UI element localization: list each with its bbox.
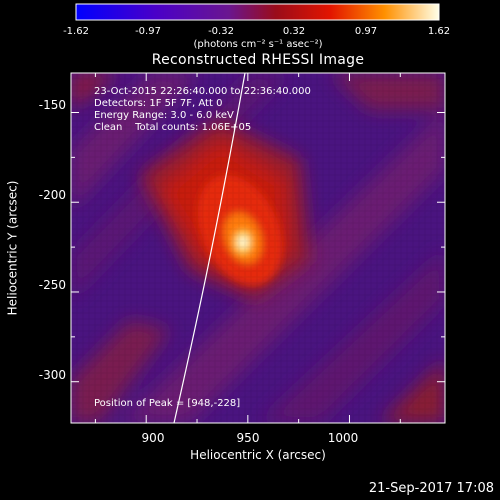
- x-tick-label: 1000: [327, 431, 359, 445]
- y-axis-label: Heliocentric Y (arcsec): [4, 180, 19, 316]
- colorbar-tick-label: 0.32: [282, 26, 306, 37]
- observation-info: 23-Oct-2015 22:26:40.000 to 22:36:40.000…: [94, 86, 311, 134]
- colorbar-units: (photons cm⁻² s⁻¹ asec⁻²): [193, 39, 323, 50]
- info-line: 23-Oct-2015 22:26:40.000 to 22:36:40.000: [94, 86, 311, 97]
- x-tick-label: 950: [236, 431, 260, 445]
- x-axis-label: Heliocentric X (arcsec): [190, 448, 326, 462]
- plot-frame: [70, 72, 446, 424]
- y-tick-label: -200: [38, 188, 66, 202]
- y-tick-label: -300: [38, 368, 66, 382]
- x-tick-label: 900: [141, 431, 165, 445]
- colorbar-tick-label: 0.97: [354, 26, 378, 37]
- heatmap-image: [71, 73, 445, 423]
- y-tick-label: -150: [38, 98, 66, 112]
- plot-timestamp: 21-Sep-2017 17:08: [368, 481, 494, 496]
- colorbar-tick-label: -0.32: [208, 26, 234, 37]
- chart-title: Reconstructed RHESSI Image: [151, 52, 365, 68]
- info-line: Energy Range: 3.0 - 6.0 keV: [94, 110, 234, 121]
- colorbar: [75, 3, 440, 21]
- y-tick-label: -250: [38, 278, 66, 292]
- colorbar-tick-label: -0.97: [135, 26, 161, 37]
- info-line: Clean Total counts: 1.06E+05: [94, 122, 252, 133]
- info-line: Detectors: 1F 5F 7F, Att 0: [94, 98, 223, 109]
- peak-position-label: Position of Peak = [948,-228]: [94, 398, 241, 409]
- solar-limb-curve: [173, 72, 246, 424]
- colorbar-tick-label: -1.62: [63, 26, 89, 37]
- colorbar-tick-label: 1.62: [427, 26, 451, 37]
